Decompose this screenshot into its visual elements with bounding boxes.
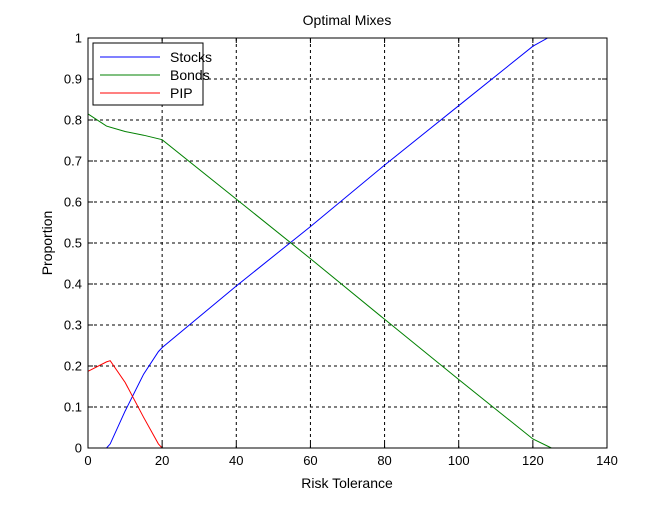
x-tick-label: 40 <box>229 453 243 468</box>
series-line-bonds <box>87 113 552 449</box>
y-tick-label: 1 <box>75 31 82 46</box>
y-tick-label: 0.7 <box>64 154 82 169</box>
x-tick-label: 60 <box>303 453 317 468</box>
chart-title: Optimal Mixes <box>303 12 392 28</box>
y-tick-label: 0.4 <box>64 277 82 292</box>
y-tick-label: 0.1 <box>64 400 82 415</box>
legend-box <box>92 42 204 106</box>
x-axis-title: Risk Tolerance <box>301 475 393 491</box>
y-tick-label: 0.6 <box>64 195 82 210</box>
legend-label-bonds: Bonds <box>170 67 210 83</box>
x-tick-label: 120 <box>522 453 544 468</box>
tick-labels: 0 20 40 60 80 100 120 140 0 0.1 0.2 0.3 0.4 0.5 0.6 0.7… <box>64 31 618 469</box>
legend-label-pip: PIP <box>170 85 193 101</box>
y-tick-label: 0 <box>75 441 82 456</box>
series-line-pip <box>87 360 570 449</box>
x-tick-label: 100 <box>448 453 470 468</box>
y-tick-label: 0.3 <box>64 318 82 333</box>
y-axis-title: Proportion <box>39 211 55 276</box>
ticks <box>87 37 608 449</box>
y-tick-label: 0.2 <box>64 359 82 374</box>
legend-items: Stocks Bonds PIP <box>100 49 212 101</box>
y-tick-label: 0.9 <box>64 72 82 87</box>
legend: Stocks Bonds PIP <box>92 42 212 106</box>
x-tick-label: 80 <box>377 453 391 468</box>
x-tick-label: 20 <box>155 453 169 468</box>
series-layer <box>87 37 570 449</box>
x-tick-label: 0 <box>84 453 91 468</box>
y-tick-label: 0.8 <box>64 113 82 128</box>
series-line-stocks <box>106 37 570 449</box>
y-tick-label: 0.5 <box>64 236 82 251</box>
legend-label-stocks: Stocks <box>170 49 212 65</box>
x-tick-label: 140 <box>596 453 618 468</box>
